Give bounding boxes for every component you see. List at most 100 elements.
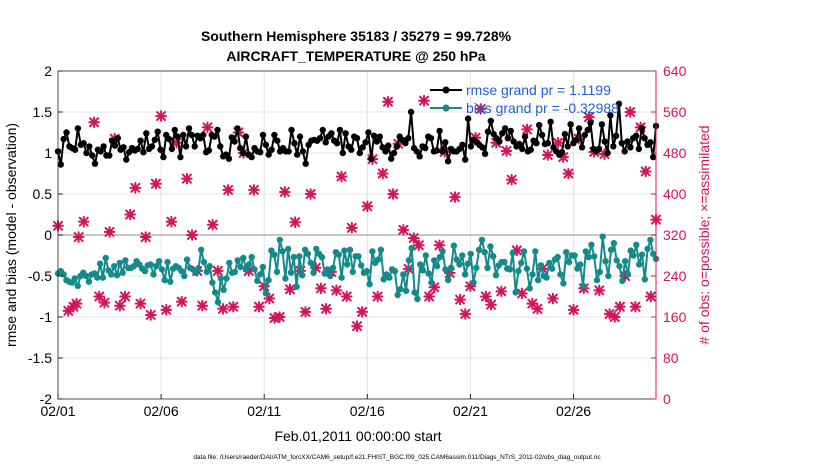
bias-point <box>293 283 300 290</box>
bias-point <box>394 291 401 299</box>
rmse-point <box>268 146 275 153</box>
obs-assimilated-marker <box>186 229 198 241</box>
obs-assimilated-marker <box>253 300 265 313</box>
bias-point <box>377 246 385 253</box>
rmse-point <box>433 147 440 154</box>
obs-assimilated-marker <box>309 262 322 274</box>
bias-point <box>158 266 166 273</box>
rmse-point <box>185 125 193 132</box>
x-axis-label: Feb.01,2011 00:00:00 start <box>274 428 441 444</box>
rmse-point <box>171 126 178 134</box>
obs-assimilated-marker <box>516 287 528 300</box>
rmse-point <box>225 155 233 162</box>
obs-assimilated-marker <box>72 231 85 243</box>
bias-point <box>428 279 435 286</box>
rmse-point <box>407 108 415 116</box>
legend-bias-label: bias grand pr = -0.32988 <box>466 100 619 116</box>
legend-rmse-marker <box>442 86 450 94</box>
obs-assimilated-marker <box>428 281 441 294</box>
rmse-point <box>538 131 546 139</box>
bias-point <box>203 268 210 276</box>
obs-assimilated-marker <box>449 191 461 203</box>
bias-point <box>481 249 488 256</box>
rmse-point <box>123 156 130 163</box>
rmse-point <box>288 126 295 134</box>
rmse-point <box>328 130 335 137</box>
x-tick-label: 02/26 <box>556 403 591 419</box>
bias-point <box>461 271 469 278</box>
rmse-point <box>595 145 603 153</box>
bias-point <box>178 267 185 275</box>
bias-point <box>240 254 247 262</box>
obs-assimilated-marker <box>629 300 642 313</box>
obs-assimilated-marker <box>273 311 286 323</box>
rmse-point <box>427 135 435 142</box>
bias-point <box>414 295 421 303</box>
rmse-point <box>239 149 247 157</box>
rmse-point <box>487 117 494 125</box>
rmse-point <box>319 126 326 134</box>
rmse-point <box>382 148 389 155</box>
rmse-point <box>462 156 469 163</box>
obs-assimilated-marker <box>320 303 332 315</box>
rmse-point <box>479 144 486 151</box>
rmse-point <box>214 126 221 134</box>
rmse-point <box>368 155 375 162</box>
rmse-point <box>501 125 509 132</box>
bias-point <box>71 275 79 282</box>
y-right-tick-label: 640 <box>663 63 687 79</box>
bias-point <box>588 241 595 248</box>
rmse-point <box>373 138 381 145</box>
rmse-point <box>519 145 526 153</box>
rmse-point <box>333 140 341 147</box>
bias-point <box>442 266 449 273</box>
rmse-series <box>54 100 660 168</box>
obs-assimilated-marker <box>547 292 559 305</box>
bias-point <box>111 263 118 270</box>
bias-point <box>487 243 494 250</box>
obs-assimilated-marker <box>490 136 502 149</box>
rmse-point <box>200 131 207 139</box>
obs-assimilated-marker <box>165 215 178 228</box>
rmse-point <box>564 143 571 150</box>
rmse-point <box>612 132 620 139</box>
rmse-point <box>316 135 324 142</box>
bias-point <box>563 249 570 256</box>
bias-point <box>141 267 149 275</box>
rmse-point <box>504 135 512 142</box>
rmse-point <box>527 146 534 153</box>
bias-point <box>220 286 227 294</box>
bias-point <box>405 257 413 264</box>
bias-point <box>195 266 202 273</box>
bias-point <box>650 250 657 258</box>
obs-assimilated-marker <box>387 188 399 200</box>
rmse-point <box>299 148 307 155</box>
obs-assimilated-marker <box>382 95 394 108</box>
rmse-point <box>464 115 472 122</box>
obs-assimilated-marker <box>505 173 518 186</box>
rmse-point <box>83 149 90 157</box>
rmse-point <box>285 148 292 155</box>
y-left-tick-label: -1 <box>40 309 53 325</box>
obs-assimilated-marker <box>562 167 575 180</box>
rmse-point <box>484 128 492 135</box>
obs-assimilated-marker <box>93 290 106 303</box>
bias-point <box>349 268 356 276</box>
bias-point <box>593 276 601 284</box>
bias-point <box>102 254 109 262</box>
rmse-point <box>405 135 412 142</box>
bias-point <box>453 256 460 263</box>
rmse-point <box>63 129 70 136</box>
obs-assimilated-marker <box>175 295 188 308</box>
bias-point <box>518 259 525 267</box>
obs-assimilated-marker <box>263 292 276 305</box>
rmse-point <box>647 139 654 146</box>
bias-point <box>327 272 334 280</box>
rmse-point <box>573 136 580 144</box>
rmse-point <box>624 138 631 145</box>
bias-point <box>391 267 399 275</box>
obs-assimilated-marker <box>495 285 508 298</box>
rmse-point <box>188 131 195 139</box>
bias-point <box>520 248 528 255</box>
rmse-point <box>370 132 378 139</box>
